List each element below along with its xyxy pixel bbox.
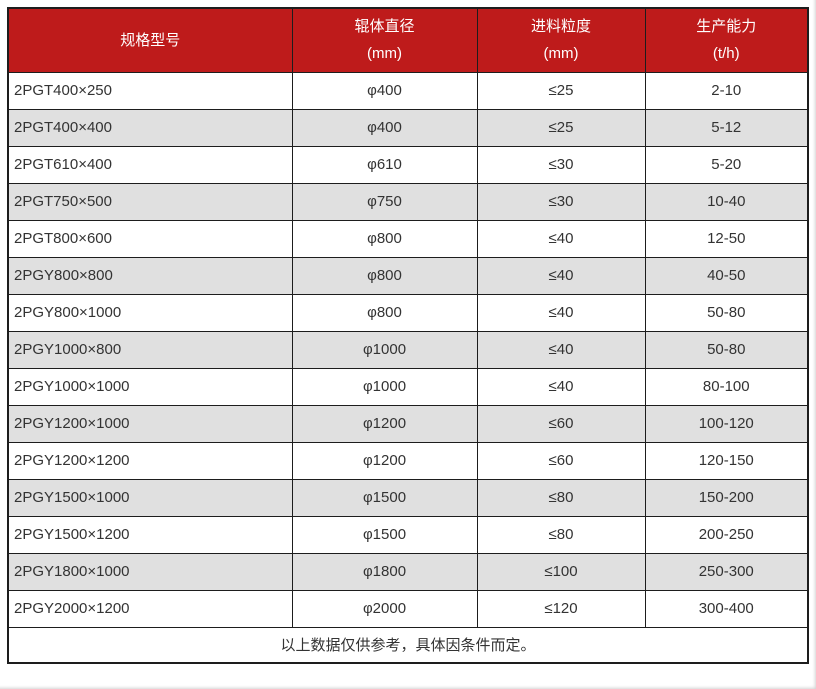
table-row: 2PGY1800×1000 φ1800 ≤100 250-300 [7, 552, 809, 591]
cell-model: 2PGY1000×800 [7, 330, 293, 369]
table-row: 2PGY1000×1000 φ1000 ≤40 80-100 [7, 367, 809, 406]
cell-model: 2PGY1500×1000 [7, 478, 293, 517]
table-row: 2PGY1200×1000 φ1200 ≤60 100-120 [7, 404, 809, 443]
cell-roller-diameter: φ400 [291, 108, 478, 147]
cell-feed-size: ≤30 [476, 145, 646, 184]
cell-feed-size: ≤80 [476, 515, 646, 554]
cell-roller-diameter: φ1500 [291, 515, 478, 554]
header-cell-roller-diameter: 辊体直径 (mm) [291, 7, 478, 73]
cell-capacity: 50-80 [644, 293, 809, 332]
cell-model: 2PGT750×500 [7, 182, 293, 221]
header-label-roller-diameter: 辊体直径 [354, 18, 415, 36]
table-row: 2PGT400×400 φ400 ≤25 5-12 [7, 108, 809, 147]
cell-roller-diameter: φ1200 [291, 441, 478, 480]
header-label-capacity: 生产能力 [696, 18, 757, 36]
header-cell-model: 规格型号 [7, 7, 293, 73]
cell-roller-diameter: φ800 [291, 293, 478, 332]
table-row: 2PGT610×400 φ610 ≤30 5-20 [7, 145, 809, 184]
header-cell-feed-size: 进料粒度 (mm) [476, 7, 646, 73]
cell-model: 2PGT400×400 [7, 108, 293, 147]
cell-capacity: 150-200 [644, 478, 809, 517]
table-row: 2PGT800×600 φ800 ≤40 12-50 [7, 219, 809, 258]
cell-capacity: 80-100 [644, 367, 809, 406]
cell-capacity: 120-150 [644, 441, 809, 480]
table-row: 2PGY800×800 φ800 ≤40 40-50 [7, 256, 809, 295]
cell-capacity: 250-300 [644, 552, 809, 591]
header-unit-roller-diameter: (mm) [367, 45, 402, 63]
cell-model: 2PGY1200×1000 [7, 404, 293, 443]
cell-capacity: 300-400 [644, 589, 809, 628]
cell-feed-size: ≤120 [476, 589, 646, 628]
cell-roller-diameter: φ2000 [291, 589, 478, 628]
cell-model: 2PGY1200×1200 [7, 441, 293, 480]
header-row: 规格型号 辊体直径 (mm) 进料粒度 (mm) 生产能力 (t/h) [7, 7, 809, 73]
table-row: 2PGY1200×1200 φ1200 ≤60 120-150 [7, 441, 809, 480]
cell-feed-size: ≤40 [476, 330, 646, 369]
footer-note: 以上数据仅供参考，具体因条件而定。 [7, 626, 809, 664]
cell-model: 2PGY2000×1200 [7, 589, 293, 628]
cell-roller-diameter: φ1500 [291, 478, 478, 517]
table-row: 2PGY1500×1200 φ1500 ≤80 200-250 [7, 515, 809, 554]
cell-capacity: 2-10 [644, 71, 809, 110]
cell-model: 2PGT610×400 [7, 145, 293, 184]
cell-capacity: 10-40 [644, 182, 809, 221]
table-body: 2PGT400×250 φ400 ≤25 2-10 2PGT400×400 φ4… [7, 71, 809, 628]
cell-model: 2PGY800×800 [7, 256, 293, 295]
cell-feed-size: ≤100 [476, 552, 646, 591]
header-label-model: 规格型号 [120, 31, 181, 49]
table-row: 2PGT750×500 φ750 ≤30 10-40 [7, 182, 809, 221]
header-unit-feed-size: (mm) [543, 45, 579, 63]
cell-roller-diameter: φ1000 [291, 367, 478, 406]
table-header: 规格型号 辊体直径 (mm) 进料粒度 (mm) 生产能力 (t/h) [7, 7, 809, 73]
cell-feed-size: ≤40 [476, 256, 646, 295]
cell-roller-diameter: φ1000 [291, 330, 478, 369]
cell-capacity: 50-80 [644, 330, 809, 369]
cell-feed-size: ≤60 [476, 441, 646, 480]
cell-model: 2PGT400×250 [7, 71, 293, 110]
cell-capacity: 200-250 [644, 515, 809, 554]
footer-row: 以上数据仅供参考，具体因条件而定。 [7, 626, 809, 664]
cell-model: 2PGY1800×1000 [7, 552, 293, 591]
cell-capacity: 40-50 [644, 256, 809, 295]
header-label-feed-size: 进料粒度 [530, 18, 591, 36]
cell-model: 2PGY1500×1200 [7, 515, 293, 554]
cell-feed-size: ≤25 [476, 71, 646, 110]
cell-feed-size: ≤60 [476, 404, 646, 443]
cell-roller-diameter: φ750 [291, 182, 478, 221]
cell-feed-size: ≤40 [476, 367, 646, 406]
cell-roller-diameter: φ610 [291, 145, 478, 184]
table-row: 2PGY2000×1200 φ2000 ≤120 300-400 [7, 589, 809, 628]
cell-model: 2PGY1000×1000 [7, 367, 293, 406]
cell-feed-size: ≤80 [476, 478, 646, 517]
cell-model: 2PGY800×1000 [7, 293, 293, 332]
cell-roller-diameter: φ800 [291, 256, 478, 295]
cell-roller-diameter: φ800 [291, 219, 478, 258]
table-row: 2PGY800×1000 φ800 ≤40 50-80 [7, 293, 809, 332]
cell-capacity: 12-50 [644, 219, 809, 258]
cell-roller-diameter: φ400 [291, 71, 478, 110]
cell-roller-diameter: φ1800 [291, 552, 478, 591]
header-cell-capacity: 生产能力 (t/h) [644, 7, 809, 73]
cell-capacity: 5-20 [644, 145, 809, 184]
cell-feed-size: ≤40 [476, 219, 646, 258]
table-footer: 以上数据仅供参考，具体因条件而定。 [7, 626, 809, 664]
cell-feed-size: ≤30 [476, 182, 646, 221]
spec-table: 规格型号 辊体直径 (mm) 进料粒度 (mm) 生产能力 (t/h) 2PGT400… [7, 7, 809, 664]
table-row: 2PGY1000×800 φ1000 ≤40 50-80 [7, 330, 809, 369]
header-unit-capacity: (t/h) [712, 45, 740, 63]
cell-feed-size: ≤40 [476, 293, 646, 332]
cell-feed-size: ≤25 [476, 108, 646, 147]
cell-roller-diameter: φ1200 [291, 404, 478, 443]
cell-model: 2PGT800×600 [7, 219, 293, 258]
table-row: 2PGT400×250 φ400 ≤25 2-10 [7, 71, 809, 110]
cell-capacity: 5-12 [644, 108, 809, 147]
table-row: 2PGY1500×1000 φ1500 ≤80 150-200 [7, 478, 809, 517]
cell-capacity: 100-120 [644, 404, 809, 443]
